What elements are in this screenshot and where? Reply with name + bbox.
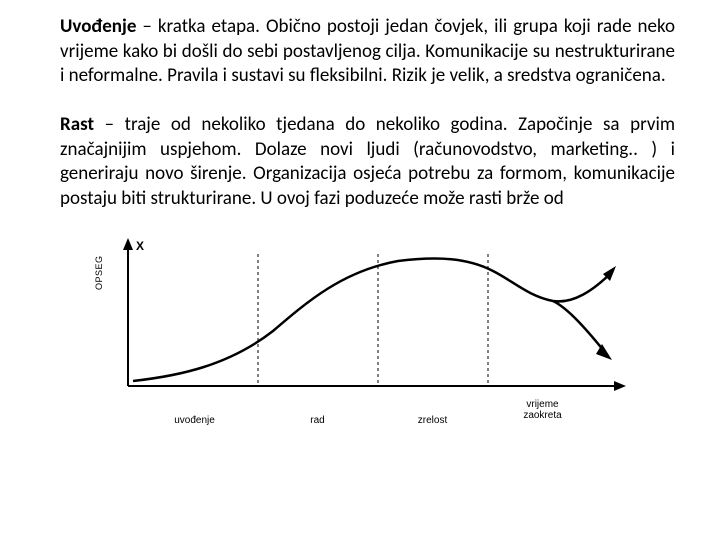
x-label-uvodjenje: uvođenje <box>160 415 230 426</box>
text-rast: – traje od nekoliko tjedana do nekoliko … <box>60 113 675 210</box>
y-axis-arrow <box>123 238 133 250</box>
chart-svg: X <box>98 236 638 396</box>
y-top-label: X <box>136 239 144 253</box>
paragraph-uvodjenje: Uvođenje – kratka etapa. Obično postoji … <box>60 15 675 89</box>
x-label-vrijeme-zaokreta: vrijeme zaokreta <box>503 399 583 421</box>
lifecycle-chart: X OPSEG uvođenje rad zrelost vrijeme zao… <box>98 236 638 421</box>
x-axis-arrow <box>614 381 626 391</box>
x-label-rad: rad <box>298 415 338 426</box>
text-uvodjenje: – kratka etapa. Obično postoji jedan čov… <box>60 15 675 87</box>
lifecycle-curve <box>133 258 613 381</box>
y-axis-label: OPSEG <box>94 255 104 290</box>
paragraph-rast: Rast – traje od nekoliko tjedana do neko… <box>60 113 675 212</box>
term-rast: Rast <box>60 113 94 136</box>
x-label-zrelost: zrelost <box>403 415 463 426</box>
branch-down-arrow <box>596 344 612 360</box>
term-uvodjenje: Uvođenje <box>60 15 136 38</box>
